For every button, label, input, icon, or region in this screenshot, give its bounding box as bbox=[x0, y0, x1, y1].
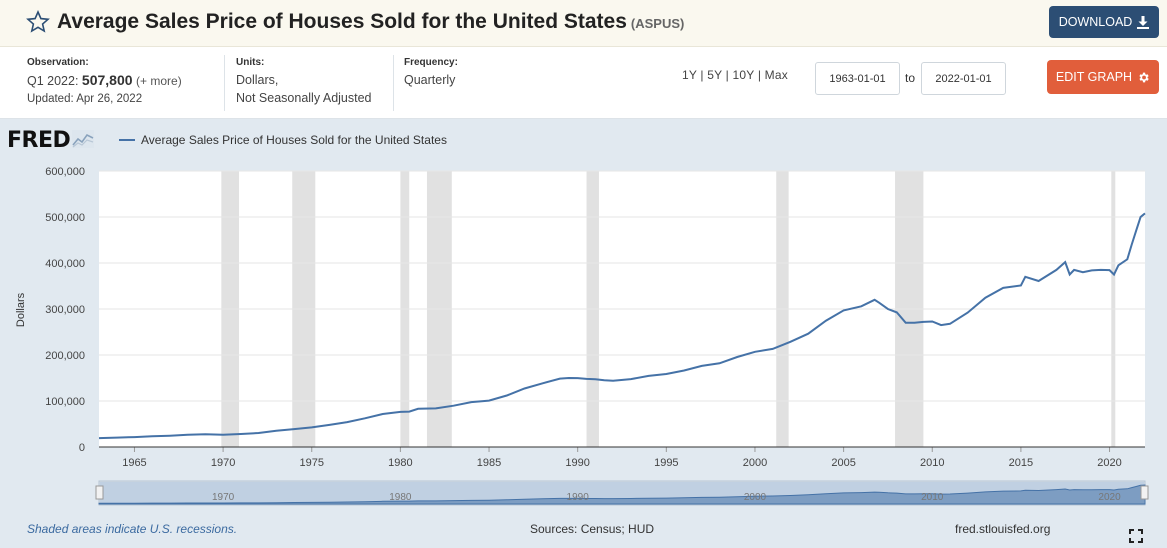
units-value-line2: Not Seasonally Adjusted bbox=[236, 91, 372, 105]
y-tick-label: 600,000 bbox=[45, 166, 85, 178]
units-block: Units: Dollars, Not Seasonally Adjusted bbox=[236, 57, 372, 107]
navigator-tick-label: 2000 bbox=[744, 492, 767, 503]
navigator-tick-label: 1970 bbox=[212, 492, 235, 503]
x-tick-label: 2005 bbox=[831, 457, 855, 469]
observation-more-link[interactable]: (+ more) bbox=[136, 74, 182, 88]
navigator-tick-labels: 1970 1980 1990 2000 2010 2020 bbox=[212, 492, 1121, 503]
x-tick-label: 2015 bbox=[1009, 457, 1033, 469]
x-tick-label: 1995 bbox=[654, 457, 678, 469]
y-tick-label: 100,000 bbox=[45, 396, 85, 408]
units-value-line1: Dollars, bbox=[236, 73, 279, 87]
range-10y[interactable]: 10Y bbox=[732, 68, 755, 82]
navigator-tick-label: 1980 bbox=[389, 492, 412, 503]
observation-period: Q1 2022: bbox=[27, 74, 79, 88]
x-tick-label: 1980 bbox=[388, 457, 412, 469]
navigator-tick-label: 2010 bbox=[921, 492, 944, 503]
y-axis-label: Dollars bbox=[15, 292, 27, 327]
y-tick-label: 0 bbox=[79, 442, 85, 454]
chart-legend: Average Sales Price of Houses Sold for t… bbox=[119, 133, 447, 147]
line-chart[interactable]: 0 100,000 200,000 300,000 400,000 500,000 600,… bbox=[0, 120, 1167, 520]
edit-graph-label: EDIT GRAPH bbox=[1055, 70, 1133, 84]
series-code: (ASPUS) bbox=[630, 16, 685, 31]
units-label: Units: bbox=[236, 57, 265, 68]
recession-note[interactable]: Shaded areas indicate U.S. recessions. bbox=[27, 522, 238, 536]
navigator-series-area bbox=[98, 484, 1146, 505]
x-tick-label: 1965 bbox=[122, 457, 146, 469]
download-button[interactable]: DOWNLOAD bbox=[1049, 6, 1159, 38]
divider bbox=[393, 55, 394, 111]
observation-block: Observation: Q1 2022: 507,800 (+ more) U… bbox=[27, 57, 182, 108]
legend-label: Average Sales Price of Houses Sold for t… bbox=[141, 133, 447, 147]
edit-graph-button[interactable]: EDIT GRAPH bbox=[1047, 60, 1159, 94]
fred-chart-icon bbox=[72, 130, 95, 148]
fullscreen-icon[interactable] bbox=[1129, 529, 1143, 543]
range-max[interactable]: Max bbox=[764, 68, 788, 82]
x-tick-label: 2020 bbox=[1097, 457, 1121, 469]
x-tick-label: 1970 bbox=[211, 457, 235, 469]
download-label: DOWNLOAD bbox=[1058, 15, 1133, 29]
series-line-aspus bbox=[98, 212, 1146, 440]
range-1y[interactable]: 1Y bbox=[682, 68, 697, 82]
observation-label: Observation: bbox=[27, 57, 89, 68]
navigator-handle-right[interactable] bbox=[1140, 485, 1149, 500]
frequency-label: Frequency: bbox=[404, 57, 458, 68]
gear-icon bbox=[1139, 72, 1149, 82]
navigator-tick-label: 2020 bbox=[1098, 492, 1121, 503]
y-tick-labels: 0 100,000 200,000 300,000 400,000 500,000 600,… bbox=[45, 166, 85, 454]
y-tick-label: 200,000 bbox=[45, 350, 85, 362]
range-selector: 1Y | 5Y | 10Y | Max bbox=[682, 68, 788, 82]
frequency-value: Quarterly bbox=[404, 73, 456, 87]
range-5y[interactable]: 5Y bbox=[707, 68, 723, 82]
x-tick-label: 1975 bbox=[300, 457, 324, 469]
title-bar: Average Sales Price of Houses Sold for t… bbox=[0, 0, 1167, 47]
updated-date: Updated: Apr 26, 2022 bbox=[27, 93, 143, 105]
sources-text: Sources: Census; HUD bbox=[530, 522, 655, 536]
fred-logo: FRED bbox=[7, 128, 95, 153]
navigator-tick-label: 1990 bbox=[567, 492, 590, 503]
site-link[interactable]: fred.stlouisfed.org bbox=[955, 522, 1051, 536]
x-tick-label: 1990 bbox=[565, 457, 589, 469]
navigator-handle-left[interactable] bbox=[95, 485, 104, 500]
y-tick-label: 500,000 bbox=[45, 212, 85, 224]
x-tick-label: 2000 bbox=[743, 457, 767, 469]
start-date-input[interactable]: 1963-01-01 bbox=[815, 62, 900, 95]
frequency-block: Frequency: Quarterly bbox=[404, 57, 458, 89]
info-bar: Observation: Q1 2022: 507,800 (+ more) U… bbox=[0, 47, 1167, 119]
y-gridlines bbox=[99, 170, 1145, 402]
x-tick-label: 2010 bbox=[920, 457, 944, 469]
x-tick-labels: 1965 1970 1975 1980 1985 1990 1995 2000 2005 2010… bbox=[122, 447, 1122, 469]
to-label: to bbox=[905, 71, 916, 85]
x-tick-label: 1985 bbox=[477, 457, 501, 469]
series-title: Average Sales Price of Houses Sold for t… bbox=[57, 10, 627, 33]
legend-swatch bbox=[119, 139, 135, 141]
star-icon[interactable] bbox=[26, 10, 50, 34]
download-icon bbox=[1137, 15, 1150, 29]
divider bbox=[224, 55, 225, 111]
chart-area: FRED Average Sales Price of Houses Sold … bbox=[0, 120, 1167, 548]
end-date-input[interactable]: 2022-01-01 bbox=[921, 62, 1006, 95]
observation-value: 507,800 bbox=[81, 72, 133, 88]
y-tick-label: 300,000 bbox=[45, 304, 85, 316]
y-tick-label: 400,000 bbox=[45, 258, 85, 270]
page-title: Average Sales Price of Houses Sold for t… bbox=[57, 10, 684, 34]
